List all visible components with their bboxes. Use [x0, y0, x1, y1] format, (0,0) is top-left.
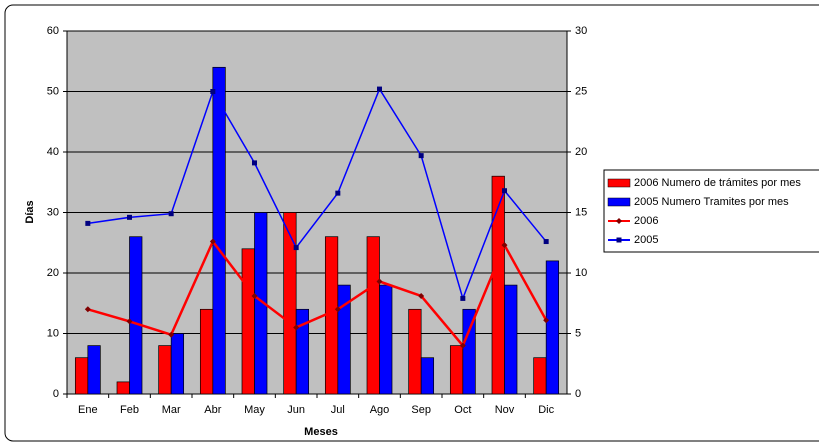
x-tick-label: Oct	[454, 404, 471, 416]
marker	[418, 292, 425, 299]
bar	[129, 236, 143, 395]
x-tick-label: Ene	[78, 404, 98, 416]
marker	[209, 238, 216, 245]
y2-tick-label: 25	[575, 85, 587, 97]
marker	[543, 239, 549, 245]
bar	[295, 308, 310, 395]
bar	[504, 284, 518, 395]
y2-tick-label: 10	[575, 267, 587, 279]
legend-marker	[616, 218, 622, 224]
marker	[501, 242, 508, 249]
legend-label: 2006 Numero de trámites por mes	[634, 177, 801, 189]
bar	[337, 284, 351, 395]
y2-tick-label: 5	[575, 327, 581, 339]
y2-tick-label: 20	[575, 146, 587, 158]
bar	[116, 381, 130, 395]
marker	[126, 318, 133, 325]
y-tick-label: 10	[47, 327, 59, 339]
legend-swatch	[607, 178, 631, 188]
x-tick-label: Jun	[287, 404, 305, 416]
marker	[460, 295, 466, 301]
x-tick-label: Mar	[162, 404, 181, 416]
bar	[158, 345, 172, 395]
marker	[543, 317, 550, 324]
marker	[459, 342, 466, 349]
bar	[74, 357, 89, 395]
bar	[420, 357, 435, 395]
x-tick-label: Ago	[370, 404, 390, 416]
bar	[324, 236, 339, 395]
legend-label: 2005	[634, 234, 658, 246]
bar	[170, 333, 185, 395]
marker	[210, 89, 216, 94]
x-tick-label: May	[244, 404, 265, 416]
bar	[241, 248, 255, 395]
bar	[408, 308, 422, 395]
marker	[335, 190, 341, 196]
bar	[87, 345, 101, 395]
legend-box	[603, 169, 819, 253]
marker	[293, 324, 300, 331]
legend-label: 2005 Numero Tramites por mes	[634, 196, 789, 208]
marker	[84, 306, 91, 313]
bar	[366, 236, 380, 395]
legend-marker	[616, 237, 622, 243]
y-axis-title: Días	[24, 200, 36, 223]
marker	[168, 331, 175, 338]
bar	[379, 284, 393, 395]
y-tick-label: 20	[47, 267, 59, 279]
marker	[377, 86, 382, 92]
x-tick-label: Dic	[538, 404, 554, 416]
x-tick-label: Abr	[204, 404, 221, 416]
x-tick-label: Feb	[120, 404, 139, 416]
y2-tick-label: 30	[575, 25, 587, 37]
bar	[462, 308, 476, 395]
marker	[252, 160, 257, 166]
marker	[251, 292, 258, 299]
y-tick-label: 0	[53, 388, 59, 400]
y-tick-label: 40	[47, 146, 59, 158]
bar	[545, 260, 560, 395]
x-axis-title: Meses	[304, 426, 338, 438]
legend-label: 2006	[634, 215, 658, 227]
marker	[502, 188, 507, 194]
y2-tick-label: 0	[575, 388, 581, 400]
x-tick-label: Sep	[411, 404, 431, 416]
marker	[127, 214, 132, 220]
y-tick-label: 50	[47, 85, 59, 97]
x-tick-label: Nov	[495, 404, 515, 416]
bar	[449, 345, 464, 395]
bar	[199, 308, 214, 395]
bar	[212, 66, 226, 395]
marker	[85, 220, 91, 226]
y-tick-label: 30	[47, 206, 59, 218]
marker	[293, 245, 299, 251]
y-tick-label: 60	[47, 25, 59, 37]
bar	[254, 212, 268, 395]
marker	[376, 278, 383, 285]
marker	[418, 153, 424, 159]
line	[87, 239, 548, 348]
marker	[168, 211, 174, 217]
bar	[283, 212, 297, 395]
legend-swatch	[607, 197, 631, 207]
x-tick-label: Jul	[331, 404, 345, 416]
bar	[533, 357, 547, 395]
y2-tick-label: 15	[575, 206, 587, 218]
marker	[334, 306, 341, 313]
line	[87, 87, 547, 301]
